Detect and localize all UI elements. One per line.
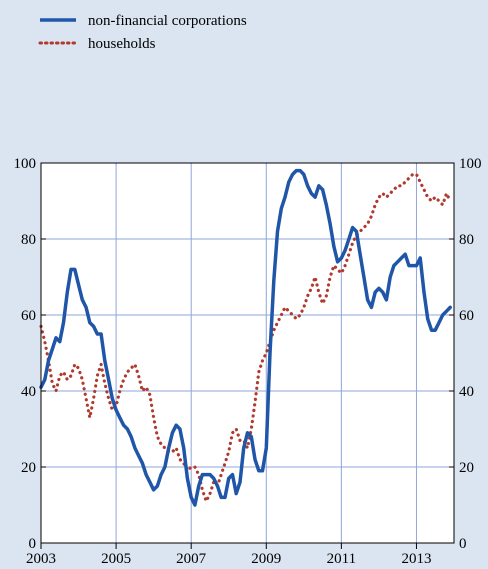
x-tick-label: 2009	[251, 551, 281, 567]
y-tick-label-right: 80	[459, 232, 474, 248]
series-line-corporations	[39, 168, 452, 507]
y-tick-label-right: 0	[459, 536, 467, 552]
y-tick-label-right: 40	[459, 384, 474, 400]
plot-frame	[40, 162, 455, 544]
x-tick-label: 2007	[176, 551, 207, 567]
y-tick-label-left: 60	[21, 308, 36, 324]
legend-label-households: households	[88, 36, 156, 52]
x-tick-label: 2011	[327, 551, 356, 567]
y-tick-label-left: 100	[14, 156, 37, 172]
y-tick-label-left: 80	[21, 232, 36, 248]
legend: non-financial corporations households	[38, 13, 247, 52]
y-tick-label-left: 0	[29, 536, 37, 552]
x-tick-label: 2013	[401, 551, 431, 567]
legend-label-corporations: non-financial corporations	[88, 13, 247, 29]
plot-area	[41, 163, 454, 543]
x-tick-label: 2005	[101, 551, 131, 567]
y-tick-label-right: 100	[459, 156, 482, 172]
x-tick-label: 2003	[26, 551, 56, 567]
tick-labels: 0 0 20 20 40 40 60 60 80 80 100 100 2003 2005 2007 2009…	[14, 156, 482, 567]
y-tick-label-right: 20	[459, 460, 474, 476]
series-layer	[39, 168, 452, 507]
grid-lines	[41, 163, 454, 543]
y-tick-label-left: 20	[21, 460, 36, 476]
y-tick-label-right: 60	[459, 308, 474, 324]
y-tick-label-left: 40	[21, 384, 36, 400]
series-line-households	[39, 172, 452, 503]
